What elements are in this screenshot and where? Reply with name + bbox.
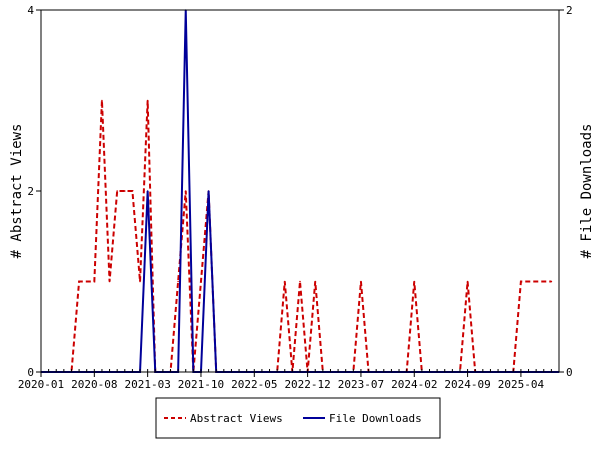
x-tick-label: 2020-08 (71, 378, 117, 391)
x-tick-label: 2023-07 (338, 378, 384, 391)
legend: Abstract Views File Downloads (155, 397, 441, 439)
axis-layer: 2020-01 2020-08 2021-03 2021-10 2022-05 2022-… (18, 4, 573, 391)
x-tick-label: 2024-02 (391, 378, 437, 391)
data-point-abstract-views (101, 99, 103, 102)
x-tick-label: 2021-03 (124, 378, 170, 391)
data-point-abstract-views (413, 280, 416, 283)
x-tick-label: 2024-09 (444, 378, 490, 391)
y-left-tick-label: 0 (27, 366, 34, 379)
data-point-abstract-views (466, 280, 469, 283)
data-point-abstract-views (535, 280, 537, 283)
data-point-abstract-views (108, 280, 111, 283)
y-right-tick-label: 2 (566, 4, 573, 17)
plot-frame (40, 9, 560, 373)
data-point-abstract-views (283, 280, 286, 283)
data-point-abstract-views (200, 280, 202, 283)
data-point-abstract-views (550, 280, 553, 283)
series-line-file-downloads (41, 9, 559, 373)
legend-label-file-downloads: File Downloads (329, 412, 422, 425)
data-point-abstract-views (146, 99, 149, 102)
x-tick-label: 2025-04 (498, 378, 545, 391)
x-tick-label: 2022-12 (284, 378, 330, 391)
data-point-abstract-views (139, 280, 141, 283)
y-axis-title-right: # File Downloads (579, 124, 595, 259)
x-tick-label: 2020-01 (18, 378, 64, 391)
data-point-abstract-views (116, 190, 118, 192)
x-tick-label: 2022-05 (231, 378, 277, 391)
data-point-abstract-views (360, 280, 362, 283)
data-point-abstract-views (93, 280, 96, 283)
series-layer (40, 9, 560, 373)
data-point-abstract-views (542, 280, 545, 283)
y-left-tick-label: 4 (27, 4, 34, 17)
data-point-abstract-views (131, 190, 134, 192)
data-point-abstract-views (123, 190, 126, 192)
data-point-file-downloads (207, 190, 210, 192)
y-axis-title-left: # Abstract Views (9, 124, 25, 259)
y-right-tick-label: 0 (566, 366, 573, 379)
data-point-abstract-views (314, 280, 317, 283)
data-point-abstract-views (177, 280, 179, 283)
data-point-abstract-views (78, 280, 80, 283)
data-point-file-downloads (146, 190, 149, 192)
x-tick-label: 2021-10 (178, 378, 224, 391)
data-point-abstract-views (299, 280, 301, 283)
legend-box (155, 397, 441, 439)
data-point-abstract-views (520, 280, 522, 283)
y-left-tick-label: 2 (27, 185, 34, 198)
data-point-abstract-views (184, 190, 187, 192)
series-line-abstract-views (41, 100, 552, 373)
data-point-abstract-views (85, 280, 88, 283)
legend-label-abstract-views: Abstract Views (190, 412, 283, 425)
data-point-abstract-views (527, 280, 530, 283)
